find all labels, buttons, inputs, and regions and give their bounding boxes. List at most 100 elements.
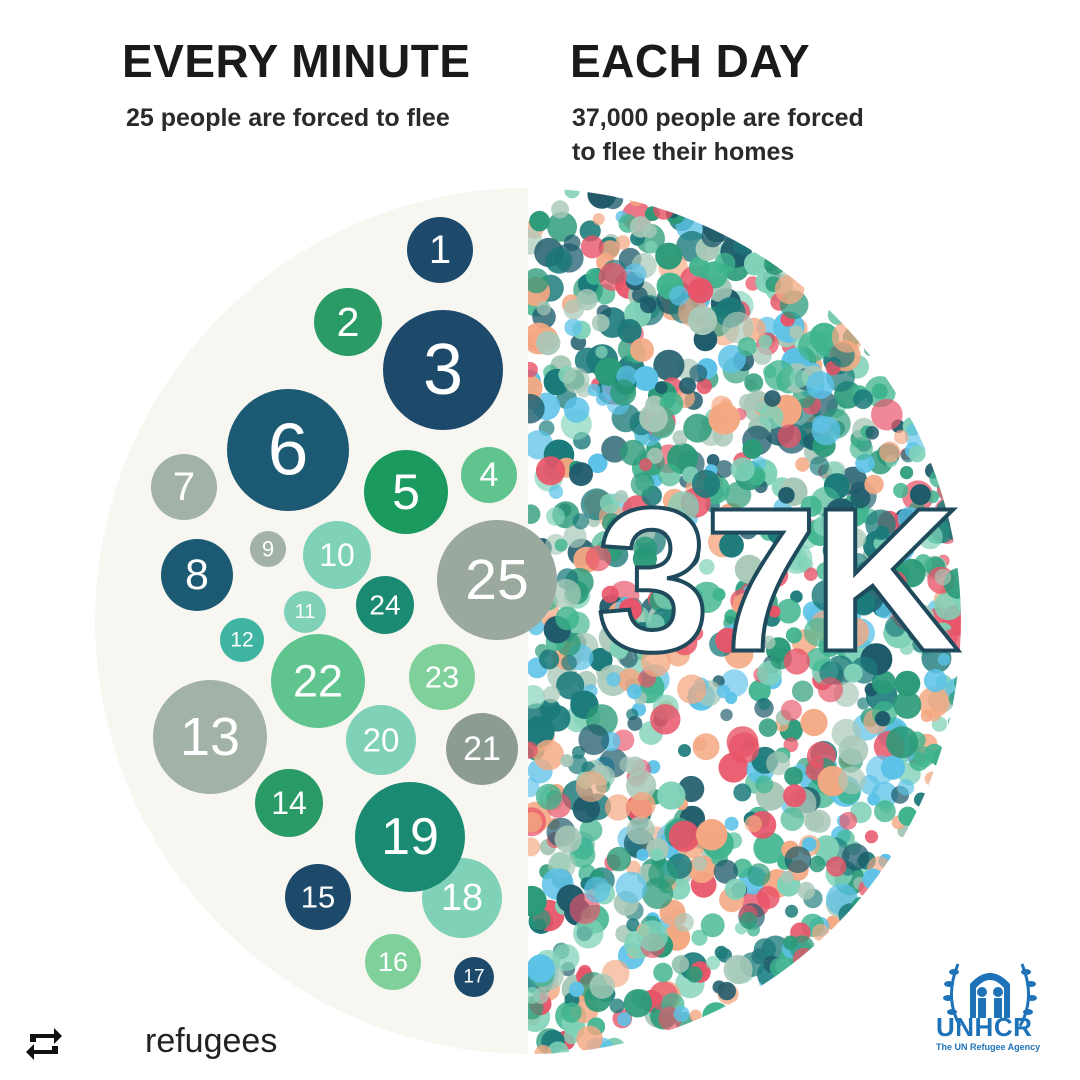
day-dot — [580, 235, 604, 259]
day-dot — [875, 711, 891, 727]
day-dot — [732, 593, 754, 615]
day-dot — [528, 716, 555, 748]
day-dot — [850, 488, 871, 509]
minute-bubble-number: 25 — [465, 548, 528, 612]
minute-bubble-number: 21 — [463, 730, 501, 768]
day-dot — [864, 830, 879, 844]
minute-bubble-number: 17 — [463, 967, 484, 988]
day-dot — [768, 605, 781, 618]
minute-bubble-number: 22 — [293, 656, 343, 707]
minute-bubble-13: 13 — [153, 680, 267, 794]
day-dot — [780, 870, 794, 884]
day-dot — [554, 538, 568, 552]
day-dot — [717, 344, 746, 373]
minute-bubble-number: 19 — [381, 808, 439, 866]
day-dot — [561, 1002, 582, 1023]
day-dot — [623, 263, 647, 286]
day-dot — [839, 811, 858, 830]
each-day-title: EACH DAY — [570, 35, 811, 87]
day-dot — [610, 379, 637, 406]
day-dot — [867, 793, 880, 806]
day-dot — [658, 463, 682, 487]
day-dot — [899, 641, 914, 655]
day-dot — [706, 454, 720, 467]
day-dot — [747, 863, 771, 887]
minute-bubble-22: 22 — [271, 634, 365, 728]
day-dot — [620, 439, 646, 466]
minute-bubble-circle — [461, 447, 517, 503]
day-dot — [811, 579, 843, 612]
day-dot — [798, 330, 829, 362]
day-dot — [880, 755, 906, 780]
day-dot — [716, 684, 731, 699]
day-dot — [843, 663, 863, 683]
day-dot — [569, 462, 593, 487]
day-dot — [923, 669, 948, 693]
day-dot — [568, 981, 585, 998]
day-dot — [533, 739, 564, 771]
every-minute-subtitle: 25 people are forced to flee — [126, 104, 450, 132]
minute-bubble-circle — [284, 591, 326, 633]
minute-bubble-number: 18 — [441, 877, 483, 919]
day-dot — [791, 680, 814, 702]
username-label[interactable]: refugees — [145, 1022, 278, 1060]
day-dot — [822, 537, 848, 563]
minute-bubble-circle — [454, 957, 494, 997]
each-day-subtitle-line1: 37,000 people are forced — [572, 104, 864, 132]
day-dot — [529, 210, 550, 232]
minute-bubble-number: 4 — [480, 456, 499, 494]
minute-bubble-number: 7 — [173, 465, 195, 509]
day-dot — [751, 456, 767, 471]
day-dot — [723, 954, 753, 985]
day-dot — [865, 509, 896, 541]
minute-bubble-number: 1 — [429, 228, 451, 272]
minute-bubble-17: 17 — [454, 957, 494, 997]
day-dot — [800, 708, 828, 737]
minute-bubble-25: 25 — [437, 520, 557, 640]
day-dot — [639, 458, 652, 472]
day-dot — [560, 754, 574, 768]
minute-bubble-number: 20 — [363, 722, 400, 759]
day-dot — [535, 456, 566, 486]
day-dot — [742, 438, 763, 459]
day-dot — [730, 457, 755, 482]
minute-bubble-circle — [314, 288, 382, 356]
day-dot — [853, 389, 873, 409]
day-dot — [609, 639, 629, 659]
day-dot — [838, 617, 869, 648]
minute-bubble-3: 3 — [383, 310, 503, 430]
day-dot — [677, 674, 707, 704]
day-dot — [897, 779, 915, 796]
day-dot — [563, 234, 581, 252]
day-dot — [763, 253, 786, 275]
day-dot — [785, 904, 799, 918]
day-dot — [776, 598, 801, 624]
day-dot — [595, 392, 610, 406]
day-dot — [552, 944, 580, 972]
day-dot — [900, 466, 914, 480]
unhcr-logo-tagline: The UN Refugee Agency — [936, 1042, 1041, 1052]
day-dot — [686, 966, 703, 983]
day-dot — [732, 234, 754, 255]
day-dot — [734, 554, 764, 584]
day-dot — [587, 383, 601, 397]
day-dot — [756, 886, 780, 909]
day-dot — [812, 415, 830, 434]
every-minute-title: EVERY MINUTE — [122, 35, 471, 87]
day-dot — [696, 378, 712, 395]
day-dot — [780, 699, 802, 721]
day-dot — [633, 536, 658, 561]
minute-bubble-20: 20 — [346, 705, 416, 775]
minute-bubble-number: 23 — [425, 660, 459, 695]
minute-bubble-14: 14 — [255, 769, 323, 837]
day-dot — [885, 615, 907, 637]
day-dot — [528, 504, 541, 525]
day-dot — [636, 920, 669, 952]
day-dot — [857, 697, 870, 710]
day-dot — [659, 392, 684, 416]
day-dot — [615, 235, 631, 250]
day-dot — [528, 837, 541, 857]
day-dot — [528, 812, 543, 833]
day-dot — [700, 913, 725, 938]
day-dot — [573, 918, 604, 949]
